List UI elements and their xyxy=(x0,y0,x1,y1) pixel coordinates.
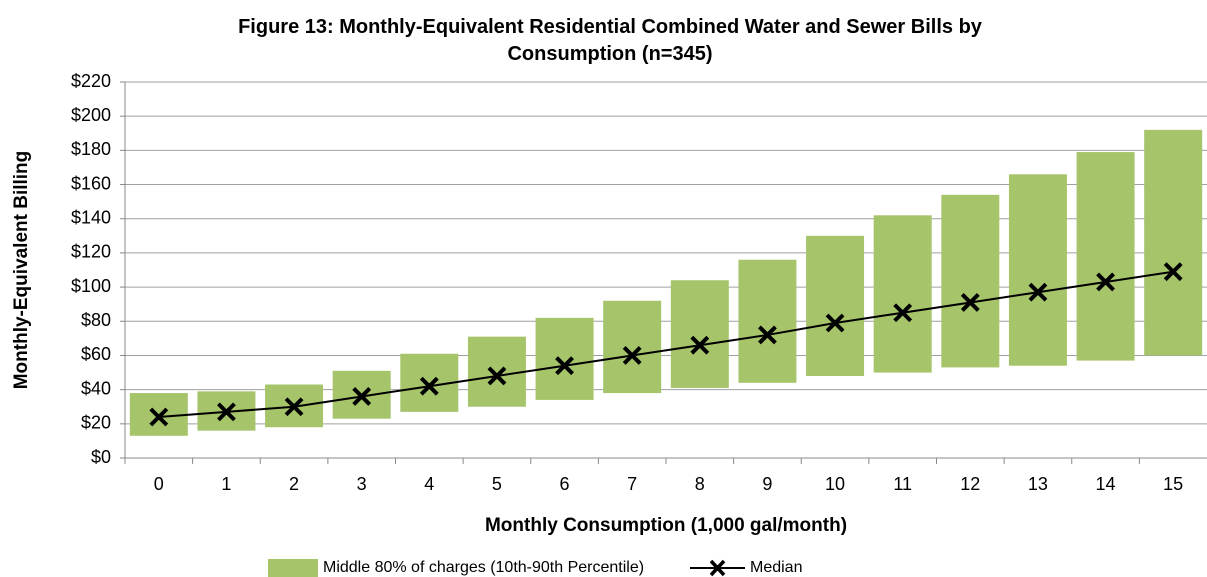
chart-title: Figure 13: Monthly-Equivalent Residentia… xyxy=(238,16,982,65)
x-tick-label: 11 xyxy=(893,474,912,494)
legend-label: Median xyxy=(750,559,802,576)
median-marker xyxy=(690,335,710,355)
y-tick-label: $80 xyxy=(81,310,111,330)
range-bar xyxy=(1144,129,1203,356)
y-tick-label: $140 xyxy=(71,207,111,227)
x-tick-label: 4 xyxy=(424,474,434,494)
y-axis-label: Monthly-Equivalent Billing xyxy=(11,151,32,390)
y-tick-label: $100 xyxy=(71,276,111,296)
y-tick-label: $40 xyxy=(81,378,111,398)
x-tick-label: 14 xyxy=(1096,474,1116,494)
x-tick-label: 1 xyxy=(221,474,231,494)
x-tick-label: 9 xyxy=(762,474,772,494)
x-tick-label: 5 xyxy=(492,474,502,494)
median-marker xyxy=(758,325,777,345)
y-tick-label: $120 xyxy=(71,242,111,262)
range-bar xyxy=(603,300,662,394)
x-tick-label: 3 xyxy=(357,474,367,494)
x-tick-label: 10 xyxy=(825,474,845,494)
median-marker xyxy=(217,402,236,422)
y-tick-label: $200 xyxy=(71,105,111,125)
x-tick-label: 6 xyxy=(560,474,570,494)
x-tick-label: 13 xyxy=(1028,474,1048,494)
median-marker xyxy=(1028,282,1048,302)
median-marker xyxy=(622,346,642,365)
median-marker xyxy=(825,313,845,333)
range-bar xyxy=(873,215,932,373)
x-tick-label: 2 xyxy=(289,474,299,494)
y-tick-label: $160 xyxy=(71,173,111,193)
median-marker xyxy=(284,397,304,417)
legend-marker xyxy=(709,559,726,577)
y-tick-label: $0 xyxy=(91,447,111,467)
median-marker xyxy=(487,366,507,386)
median-marker xyxy=(149,407,169,427)
y-tick-label: $180 xyxy=(71,139,111,159)
legend-swatch xyxy=(268,559,318,577)
median-line xyxy=(158,270,1174,418)
y-tick-label: $60 xyxy=(81,344,111,364)
x-tick-label: 8 xyxy=(695,474,705,494)
range-bar xyxy=(806,235,865,376)
range-bar xyxy=(1076,152,1135,361)
median-marker xyxy=(1096,272,1115,292)
x-axis-label: Monthly Consumption (1,000 gal/month) xyxy=(485,515,847,536)
range-bar xyxy=(535,317,594,400)
median-marker xyxy=(893,303,913,323)
y-tick-label: $220 xyxy=(71,71,111,91)
range-bar xyxy=(670,280,729,388)
x-tick-label: 15 xyxy=(1163,474,1183,494)
range-bar xyxy=(467,336,526,407)
x-tick-label: 0 xyxy=(154,474,164,494)
median-marker xyxy=(352,387,372,406)
median-marker xyxy=(1163,262,1183,282)
median-marker xyxy=(555,356,574,376)
range-bar xyxy=(738,259,797,383)
range-bar xyxy=(941,194,1000,368)
x-tick-label: 7 xyxy=(627,474,637,494)
y-tick-label: $20 xyxy=(81,413,111,433)
legend-label: Middle 80% of charges (10th-90th Percent… xyxy=(323,559,644,576)
x-tick-label: 12 xyxy=(960,474,980,494)
median-marker xyxy=(960,293,980,312)
range-bar xyxy=(1008,174,1067,366)
median-marker xyxy=(419,376,439,396)
